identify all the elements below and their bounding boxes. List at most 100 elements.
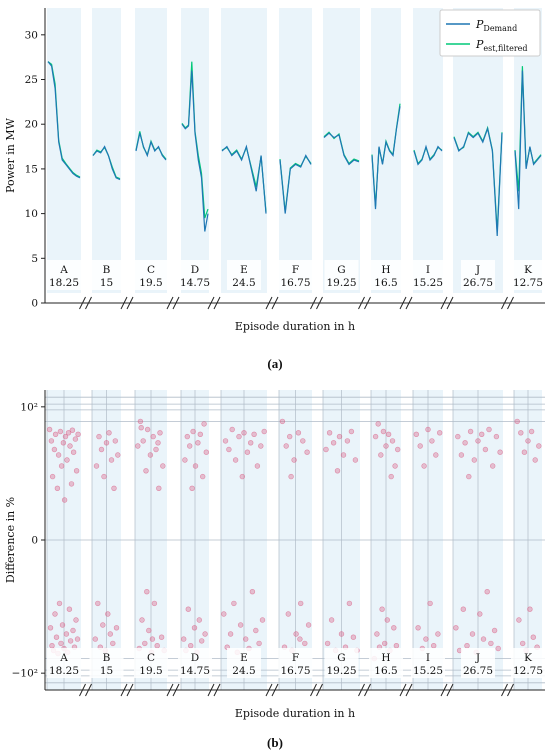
scatter-point-C — [143, 468, 149, 474]
episode-label-box-a — [89, 260, 124, 290]
scatter-point-G — [346, 600, 353, 607]
scatter-point-H — [389, 438, 396, 444]
scatter-point-A — [62, 433, 69, 440]
scatter-point-G — [336, 433, 343, 440]
scatter-point-J — [491, 627, 498, 634]
axis-break-a — [310, 296, 317, 310]
scatter-point-H — [384, 617, 390, 623]
axis-break-b — [446, 683, 454, 697]
scatter-point-J — [484, 588, 490, 595]
axis-break-b — [207, 683, 215, 697]
episode-id-b-H: H — [381, 652, 390, 664]
scatter-point-B — [98, 446, 105, 453]
scatter-point-C — [149, 636, 156, 642]
axis-break-b — [501, 683, 508, 697]
scatter-point-H — [380, 428, 387, 435]
band-a-A — [47, 8, 81, 293]
scatter-point-F — [287, 433, 293, 440]
episode-hours-a-G: 19.25 — [326, 277, 356, 289]
scatter-point-C — [156, 485, 162, 491]
axis-break-b — [166, 683, 174, 697]
scatter-point-C — [151, 600, 158, 607]
episode-hours-a-J: 26.75 — [463, 277, 493, 289]
scatter-point-C — [146, 627, 152, 634]
scatter-point-J — [479, 431, 485, 437]
scatter-point-A — [74, 636, 81, 642]
scatter-point-G — [348, 428, 355, 435]
scatter-point-D — [203, 449, 210, 455]
scatter-point-J — [495, 645, 501, 652]
scatter-point-C — [150, 433, 156, 440]
series-line-demand-C — [135, 133, 167, 161]
scatter-point-E — [253, 627, 259, 634]
scatter-point-J — [467, 428, 474, 435]
scatter-point-H — [375, 421, 381, 427]
scatter-point-G — [350, 634, 357, 640]
scatter-point-B — [111, 485, 117, 491]
scatter-point-H — [374, 631, 380, 637]
scatter-point-F — [291, 457, 297, 463]
ytick-label-a: 30 — [25, 29, 38, 41]
series-line-demand-G — [323, 132, 360, 166]
scatter-point-G — [352, 457, 359, 463]
axis-break-a — [405, 296, 413, 310]
episode-hours-a-B: 15 — [100, 277, 113, 289]
episode-id-b-C: C — [147, 652, 155, 664]
episode-label-box-a — [461, 260, 495, 290]
scatter-point-D — [200, 473, 206, 480]
episode-id-a-J: J — [475, 264, 480, 276]
scatter-point-E — [236, 433, 242, 440]
scatter-point-E — [244, 449, 251, 455]
episode-label-box-a — [278, 260, 313, 290]
episode-hours-b-J: 26.75 — [463, 665, 493, 677]
series-line-demand-B — [92, 145, 121, 181]
scatter-point-G — [328, 617, 335, 623]
scatter-point-D — [195, 440, 201, 446]
scatter-point-A — [46, 426, 53, 433]
ytick-label-a: 25 — [25, 74, 38, 86]
axis-break-a — [501, 296, 508, 310]
scatter-point-A — [54, 485, 61, 491]
scatter-point-H — [379, 606, 385, 612]
scatter-point-J — [462, 440, 468, 446]
episode-label-box-b — [178, 648, 212, 678]
episode-id-a-C: C — [147, 264, 155, 276]
axis-break-a — [364, 296, 371, 310]
scatter-point-K — [525, 438, 531, 444]
episode-label-box-b — [278, 648, 313, 678]
scatter-point-D — [191, 625, 198, 631]
episode-label-box-b — [511, 648, 545, 678]
scatter-point-B — [108, 457, 115, 463]
scatter-point-B — [100, 622, 106, 628]
scatter-point-G — [330, 440, 337, 446]
scatter-point-A — [53, 634, 60, 640]
axis-break-b — [316, 683, 323, 697]
episode-hours-a-F: 16.75 — [280, 277, 310, 289]
ytick-label-a: 5 — [31, 253, 38, 265]
episode-id-a-E: E — [240, 264, 248, 276]
caption-a: (a) — [267, 356, 283, 371]
episode-label-box-b — [324, 648, 359, 678]
scatter-point-B — [112, 438, 119, 444]
episode-hours-a-C: 19.5 — [139, 277, 162, 289]
scatter-point-I — [429, 438, 435, 444]
scatter-point-J — [464, 642, 470, 649]
axis-break-a — [265, 296, 273, 310]
scatter-point-A — [63, 631, 70, 637]
scatter-point-D — [196, 617, 203, 623]
axis-break-a — [358, 296, 365, 310]
scatter-point-C — [157, 430, 163, 436]
scatter-point-E — [222, 438, 229, 444]
x-axis-label-b: Episode duration in h — [235, 707, 355, 720]
ytick-label-b: 0 — [31, 535, 38, 547]
scatter-point-A — [70, 627, 76, 634]
scatter-point-I — [427, 600, 433, 607]
episode-label-box-a — [178, 260, 212, 290]
episode-hours-b-C: 19.5 — [139, 665, 162, 677]
series-line-demand-J — [453, 126, 503, 237]
scatter-point-G — [334, 468, 341, 474]
episode-hours-b-G: 19.25 — [326, 665, 356, 677]
scatter-point-J — [497, 449, 503, 455]
episode-hours-b-F: 16.75 — [280, 665, 310, 677]
scatter-point-D — [192, 463, 199, 469]
